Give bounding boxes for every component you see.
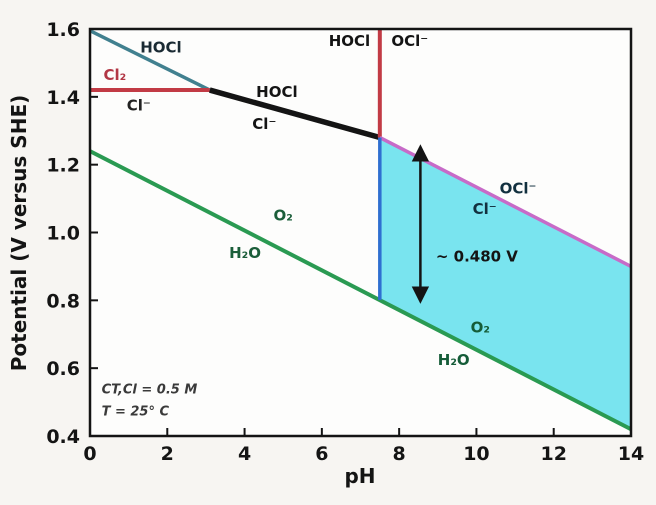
axis-layer: 0 2 4 6 8 10 12 14 0.4 0.6 0.8 1.0 1.2 1.4 1.6 [46,19,644,465]
series-layer [90,29,631,431]
y-tick-label: 1.0 [46,223,80,245]
hocl-cl-line [209,87,381,141]
chart-annotation: T = 25° C [102,405,170,420]
chart-annotation: H₂O [438,351,470,369]
y-tick-label: 0.8 [46,290,80,312]
x-tick-label: 12 [540,443,566,465]
chart-annotation: HOCl [256,83,297,101]
shaded-region-layer [379,137,631,430]
chart-annotation: O₂ [274,207,293,225]
hypochlorite-region [379,137,631,430]
y-tick-label: 1.6 [46,19,80,41]
x-axis-label: pH [344,464,375,488]
chart-annotation: O₂ [471,319,490,337]
y-axis-label: Potential (V versus SHE) [7,95,31,372]
x-tick-label: 0 [83,443,96,465]
chart-annotation: Cl⁻ [127,96,151,114]
x-tick-label: 8 [393,443,406,465]
chart-annotation: Cl₂ [104,66,127,84]
x-tick-label: 2 [161,443,174,465]
chart-annotation: Cl⁻ [473,200,497,218]
y-tick-label: 1.4 [46,87,80,109]
chart-annotation: OCl⁻ [500,179,537,197]
chart-annotation: CT,Cl = 0.5 M [102,383,198,398]
x-tick-label: 4 [238,443,251,465]
cl2-hocl-line [90,29,211,92]
x-tick-label: 14 [618,443,644,465]
x-tick-label: 10 [463,443,489,465]
chart-annotation: HOCl [329,32,370,50]
chart-annotation: H₂O [229,244,261,262]
chart-annotation: OCl⁻ [391,32,428,50]
o2-h2o-line [90,149,631,431]
chart-annotation: HOCl [140,39,181,57]
y-tick-label: 1.2 [46,155,80,177]
x-tick-label: 6 [315,443,328,465]
potential-difference-label: ~ 0.480 V [436,247,518,265]
chart-annotation: Cl⁻ [252,115,276,133]
y-tick-label: 0.4 [46,426,80,448]
y-tick-label: 0.6 [46,358,80,380]
